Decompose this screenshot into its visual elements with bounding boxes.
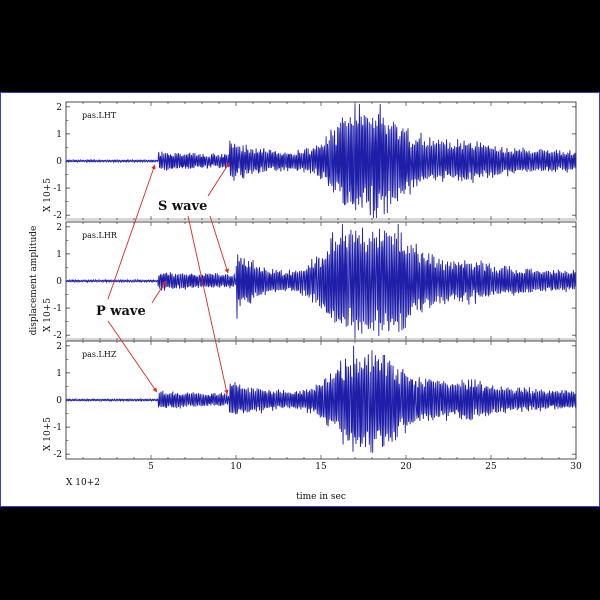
- y-tick-label: 0: [56, 396, 62, 406]
- y-tick-label: -2: [53, 331, 62, 341]
- annotation-p-wave: P wave: [96, 304, 146, 319]
- y-multiplier: X 10+5: [43, 298, 53, 332]
- panel-pas.LHT: 2 1 0 -1 -2X 10+5 pas.LHT: [43, 101, 577, 221]
- x-tick-label: 10: [230, 462, 242, 472]
- y-tick-label: 1: [56, 250, 62, 260]
- x-multiplier: X 10+2: [66, 478, 100, 488]
- y-tick-label: 2: [56, 342, 62, 352]
- panel-label: pas.LHZ: [82, 350, 117, 359]
- p-arrow-lhr: [151, 280, 167, 304]
- s-arrow-lhr: [209, 215, 229, 274]
- x-tick-label: 5: [148, 462, 154, 472]
- y-tick-label: -2: [53, 211, 62, 221]
- y-tick-label: -1: [53, 423, 62, 433]
- x-tick-label: 20: [400, 462, 412, 472]
- seismogram-trace-pas.LHZ: [65, 345, 577, 453]
- panel-pas.LHZ: 2 1 0 -1 -2X 10+5 pas.LHZ: [43, 340, 577, 460]
- y-tick-label: -2: [53, 450, 62, 460]
- y-tick-label: 2: [56, 223, 62, 233]
- seismogram-trace-pas.LHR: [65, 223, 577, 339]
- p-arrow-lht: [107, 164, 156, 300]
- s-arrow-lhz: [187, 215, 229, 395]
- panel-label: pas.LHT: [82, 111, 117, 120]
- y-tick-label: 0: [56, 157, 62, 167]
- x-tick-label: 15: [315, 462, 327, 472]
- panel-pas.LHR: 2 1 0 -1 -2X 10+5 pas.LHR: [43, 221, 577, 341]
- y-axis-title: displacement amplitude: [29, 226, 39, 336]
- y-multiplier: X 10+5: [43, 417, 53, 451]
- y-tick-label: 2: [56, 103, 62, 113]
- seismogram-trace-pas.LHT: [65, 103, 577, 219]
- y-tick-label: 0: [56, 277, 62, 287]
- y-tick-label: -1: [53, 304, 62, 314]
- x-axis-title: time in sec: [296, 492, 346, 502]
- x-tick-label: 25: [485, 462, 497, 472]
- annotation-s-wave: S wave: [158, 199, 207, 214]
- y-tick-label: -1: [53, 184, 62, 194]
- panel-label: pas.LHR: [82, 231, 118, 240]
- y-tick-label: 1: [56, 130, 62, 140]
- y-tick-label: 1: [56, 369, 62, 379]
- y-multiplier: X 10+5: [43, 178, 53, 212]
- s-arrow-lht: [207, 162, 230, 197]
- x-tick-label: 30: [570, 462, 582, 472]
- p-arrow-lhz: [107, 320, 158, 393]
